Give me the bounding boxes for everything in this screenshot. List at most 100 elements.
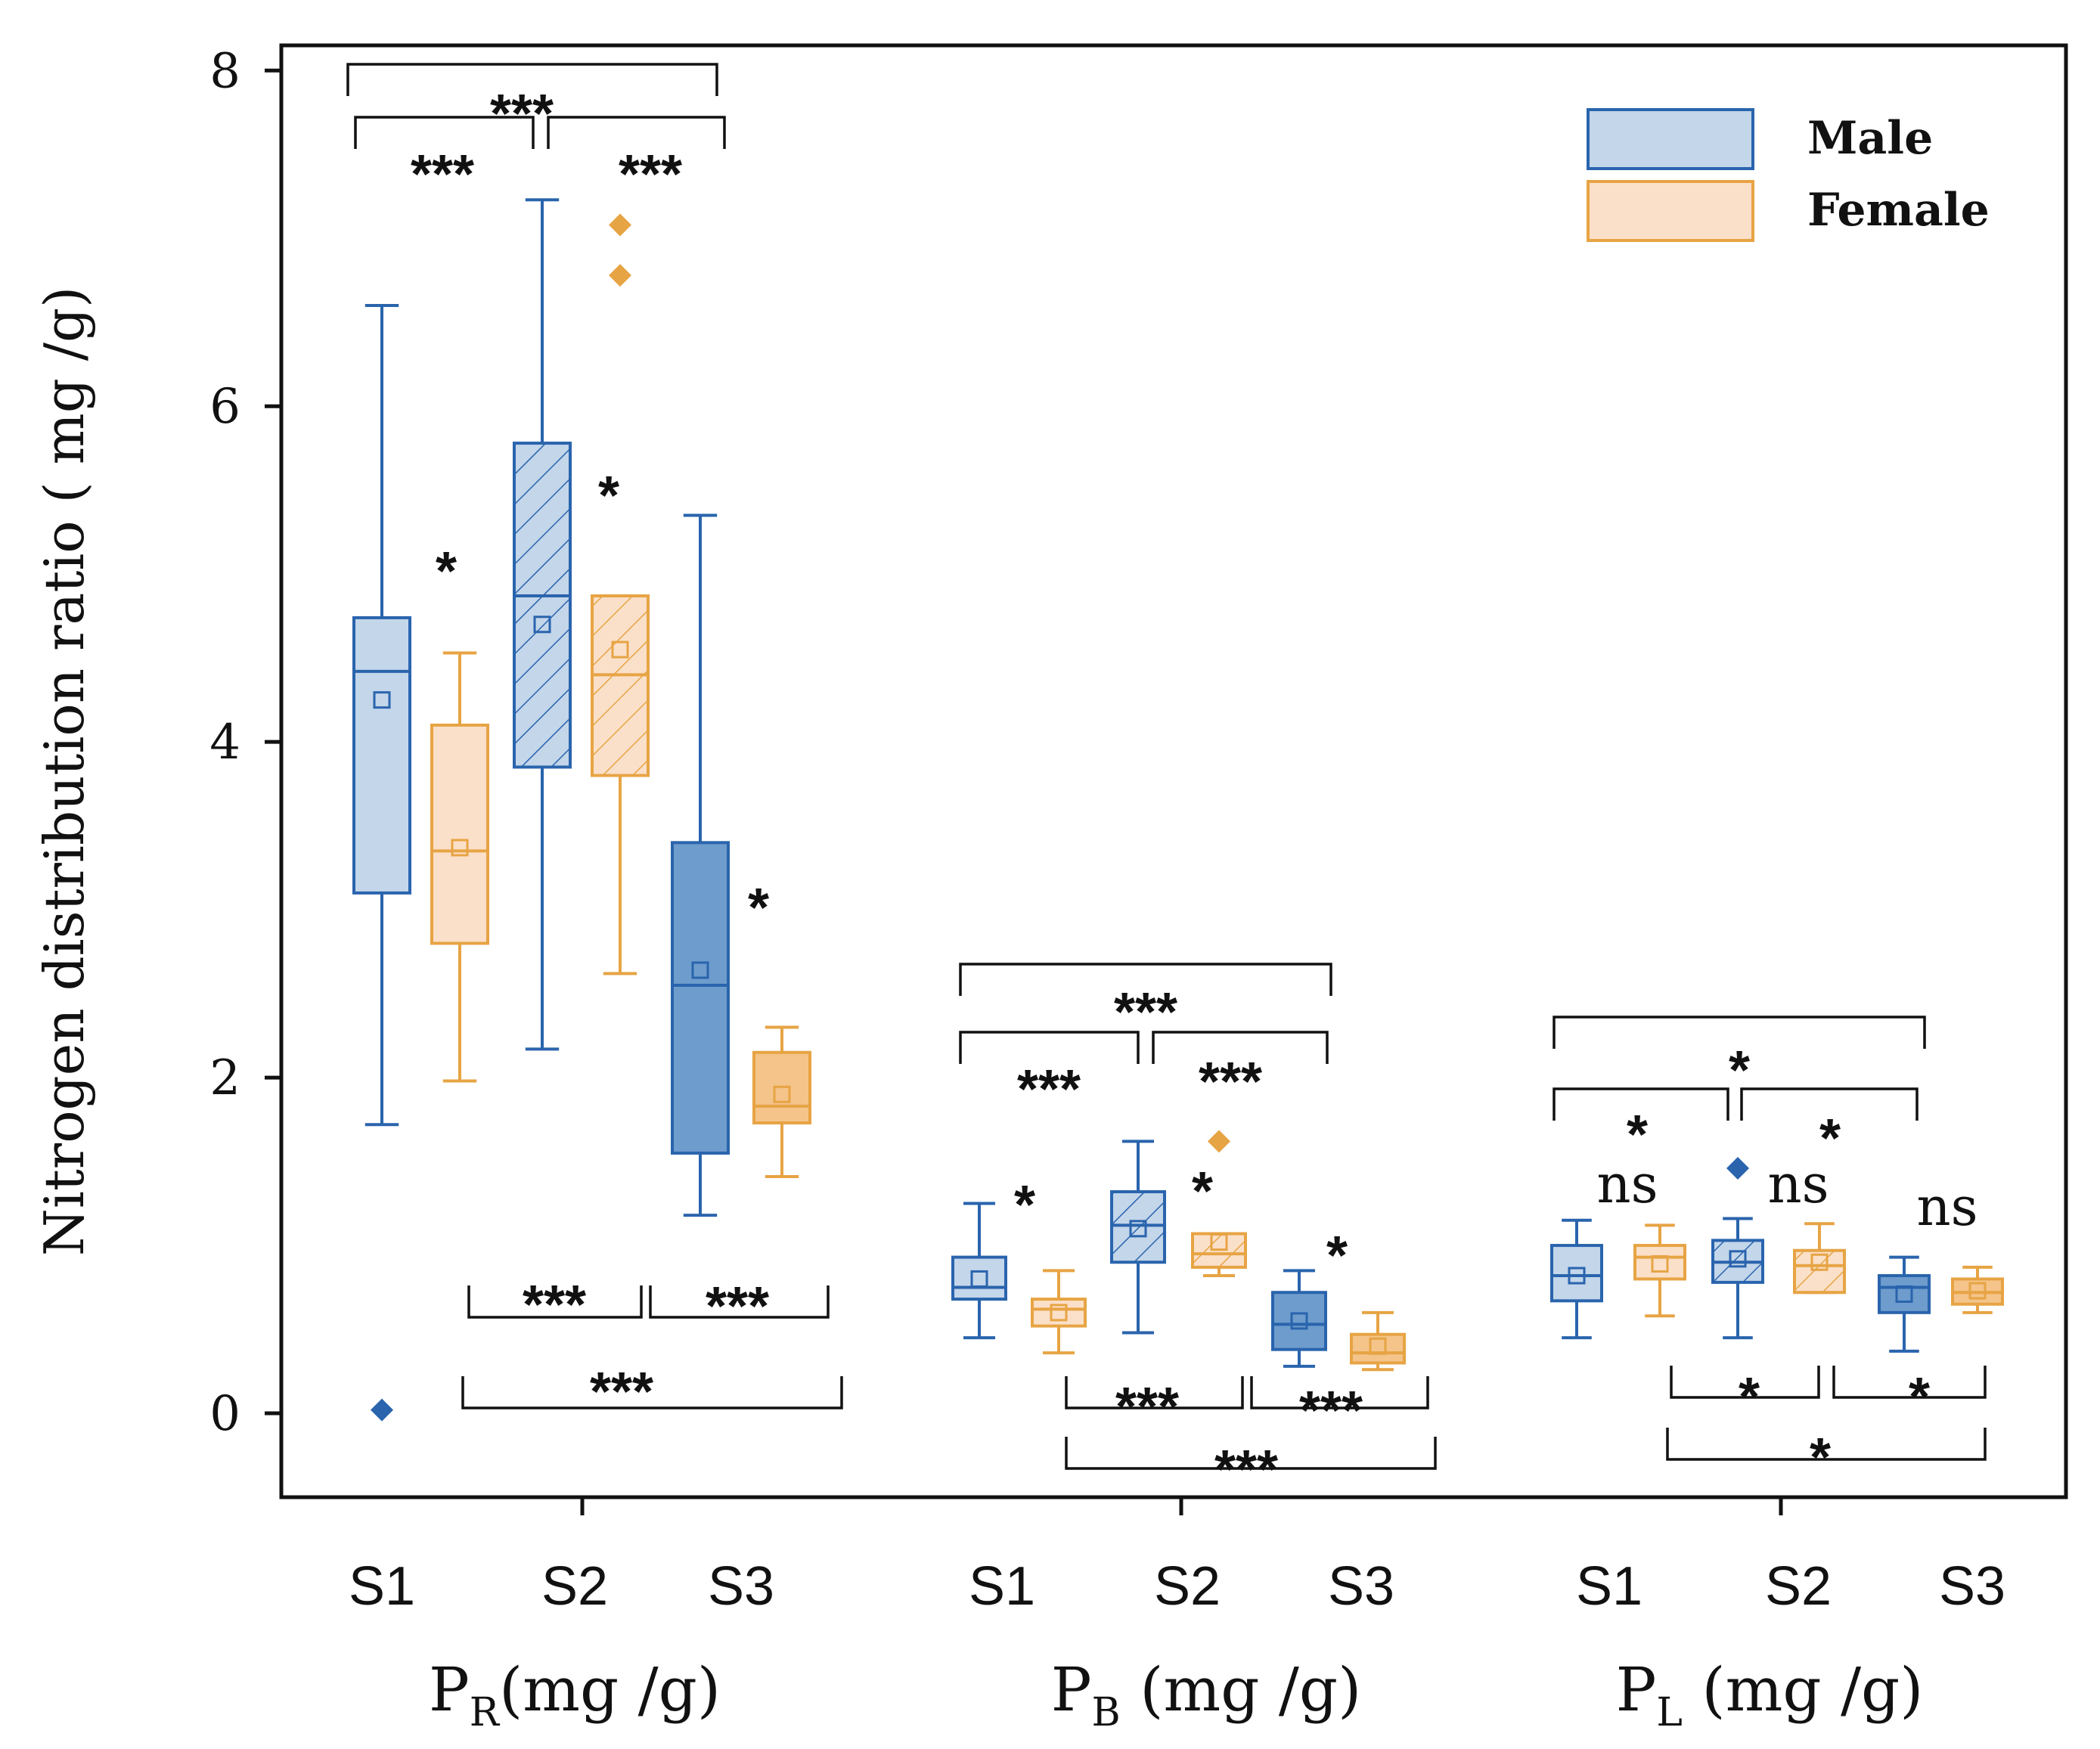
bracket-line: [547, 116, 726, 149]
bracket-label: ***: [1199, 1052, 1262, 1112]
bracket-line: [1553, 1087, 1729, 1121]
mean-marker: [1369, 1337, 1387, 1355]
bracket-label: ***: [1214, 1440, 1278, 1500]
significance-bracket: ***: [1065, 1437, 1437, 1500]
mean-marker: [1810, 1253, 1829, 1271]
box-male-s1: [352, 304, 411, 1422]
mean-marker: [1968, 1282, 1987, 1300]
box-female-s2: [1191, 1130, 1247, 1278]
box-body: [951, 1255, 1007, 1301]
legend-swatch-male: [1587, 108, 1754, 170]
pair-significance-label: *: [748, 878, 769, 938]
box-male-s3: [1271, 1269, 1327, 1368]
outlier-point: [371, 1398, 393, 1422]
bracket-label: ***: [490, 84, 554, 144]
bracket-label: *: [1729, 1040, 1750, 1101]
mean-marker: [533, 616, 551, 634]
bracket-label: *: [1739, 1367, 1760, 1428]
mean-marker: [1210, 1233, 1228, 1251]
significance-bracket: ***: [1065, 1376, 1244, 1437]
box-female-s3: [752, 1025, 811, 1179]
pair-significance-label: ns: [1767, 1153, 1829, 1215]
box-body: [671, 841, 730, 1155]
pair-significance-label: *: [598, 466, 619, 526]
bracket-line: [959, 963, 1332, 996]
bracket-line: [1065, 1437, 1437, 1470]
box-body: [430, 723, 489, 945]
bracket-label: *: [1819, 1109, 1841, 1169]
bracket-line: [1740, 1087, 1919, 1121]
x-tick-label: S1: [349, 1556, 415, 1617]
mean-marker: [970, 1270, 988, 1288]
box-body: [513, 442, 572, 769]
mean-marker: [1651, 1254, 1669, 1273]
mean-marker: [373, 691, 391, 709]
bracket-label: ***: [590, 1362, 653, 1422]
box-male-s1: [1550, 1218, 1603, 1340]
mean-marker: [1895, 1285, 1913, 1303]
bracket-label: *: [1627, 1105, 1648, 1165]
x-tick-label: S1: [1576, 1556, 1642, 1617]
x-tick-label: S3: [1328, 1556, 1394, 1617]
pair-significance-label: *: [1192, 1161, 1213, 1222]
y-axis-label: Nitrogen distribution ratio ( mg /g): [33, 287, 96, 1256]
box-body: [1110, 1190, 1166, 1264]
box-body: [591, 594, 650, 777]
legend-label-female: Female: [1807, 184, 1990, 237]
bracket-line: [1553, 1016, 1926, 1049]
bracket-line: [1670, 1366, 1820, 1399]
pair-significance-label: ns: [1596, 1153, 1658, 1215]
bracket-label: ***: [619, 144, 682, 205]
box-body: [1878, 1274, 1931, 1314]
outlier-point: [1208, 1130, 1230, 1153]
mean-marker: [451, 839, 469, 857]
mean-marker: [1729, 1250, 1747, 1268]
group-label: PL (mg /g): [1616, 1654, 1924, 1735]
box-female-s1: [1031, 1269, 1087, 1355]
x-tick-label: S2: [1154, 1556, 1221, 1617]
y-tick-label: 4: [209, 715, 240, 771]
box-female-s2: [1793, 1222, 1846, 1295]
significance-bracket: ***: [467, 1275, 643, 1335]
mean-marker: [1290, 1312, 1308, 1330]
bracket-line: [467, 1285, 643, 1319]
y-tick-label: 8: [209, 43, 240, 99]
bracket-line: [1832, 1366, 1987, 1399]
bracket-line: [346, 63, 718, 96]
box-male-s1: [951, 1202, 1007, 1340]
pair-significance-label: *: [1014, 1175, 1035, 1236]
x-tick-label: S1: [969, 1556, 1035, 1617]
box-female-s1: [430, 651, 489, 1083]
y-tick-label: 0: [209, 1386, 240, 1442]
outlier-point: [609, 213, 631, 237]
group-label: PB (mg /g): [1051, 1654, 1362, 1735]
significance-bracket: *: [1740, 1087, 1919, 1169]
x-tick-label: S3: [708, 1556, 774, 1617]
y-tick-label: 6: [209, 379, 240, 435]
box-layer: [352, 198, 2004, 1422]
mean-marker: [1050, 1304, 1068, 1322]
bracket-label: ***: [1115, 1377, 1179, 1437]
significance-bracket: ***: [547, 116, 726, 205]
bracket-line: [649, 1285, 830, 1319]
bracket-label: ***: [1017, 1059, 1081, 1120]
mean-marker: [1568, 1267, 1586, 1285]
box-male-s2: [1711, 1156, 1764, 1340]
box-body: [352, 616, 411, 895]
box-male-s2: [513, 198, 572, 1051]
box-female-s3: [1350, 1310, 1406, 1372]
mean-marker: [691, 961, 709, 979]
x-tick-label: S3: [1939, 1556, 2005, 1617]
mean-marker: [773, 1085, 791, 1103]
significance-bracket: ***: [959, 1031, 1140, 1120]
significance-bracket: ***: [346, 63, 718, 144]
significance-bracket: *: [1553, 1016, 1926, 1101]
bracket-line: [1666, 1428, 1987, 1461]
mean-marker: [1129, 1220, 1147, 1238]
significance-bracket: ***: [354, 116, 535, 205]
bracket-label: ***: [1299, 1381, 1363, 1441]
bracket-line: [354, 116, 535, 149]
box-body: [1031, 1298, 1087, 1328]
